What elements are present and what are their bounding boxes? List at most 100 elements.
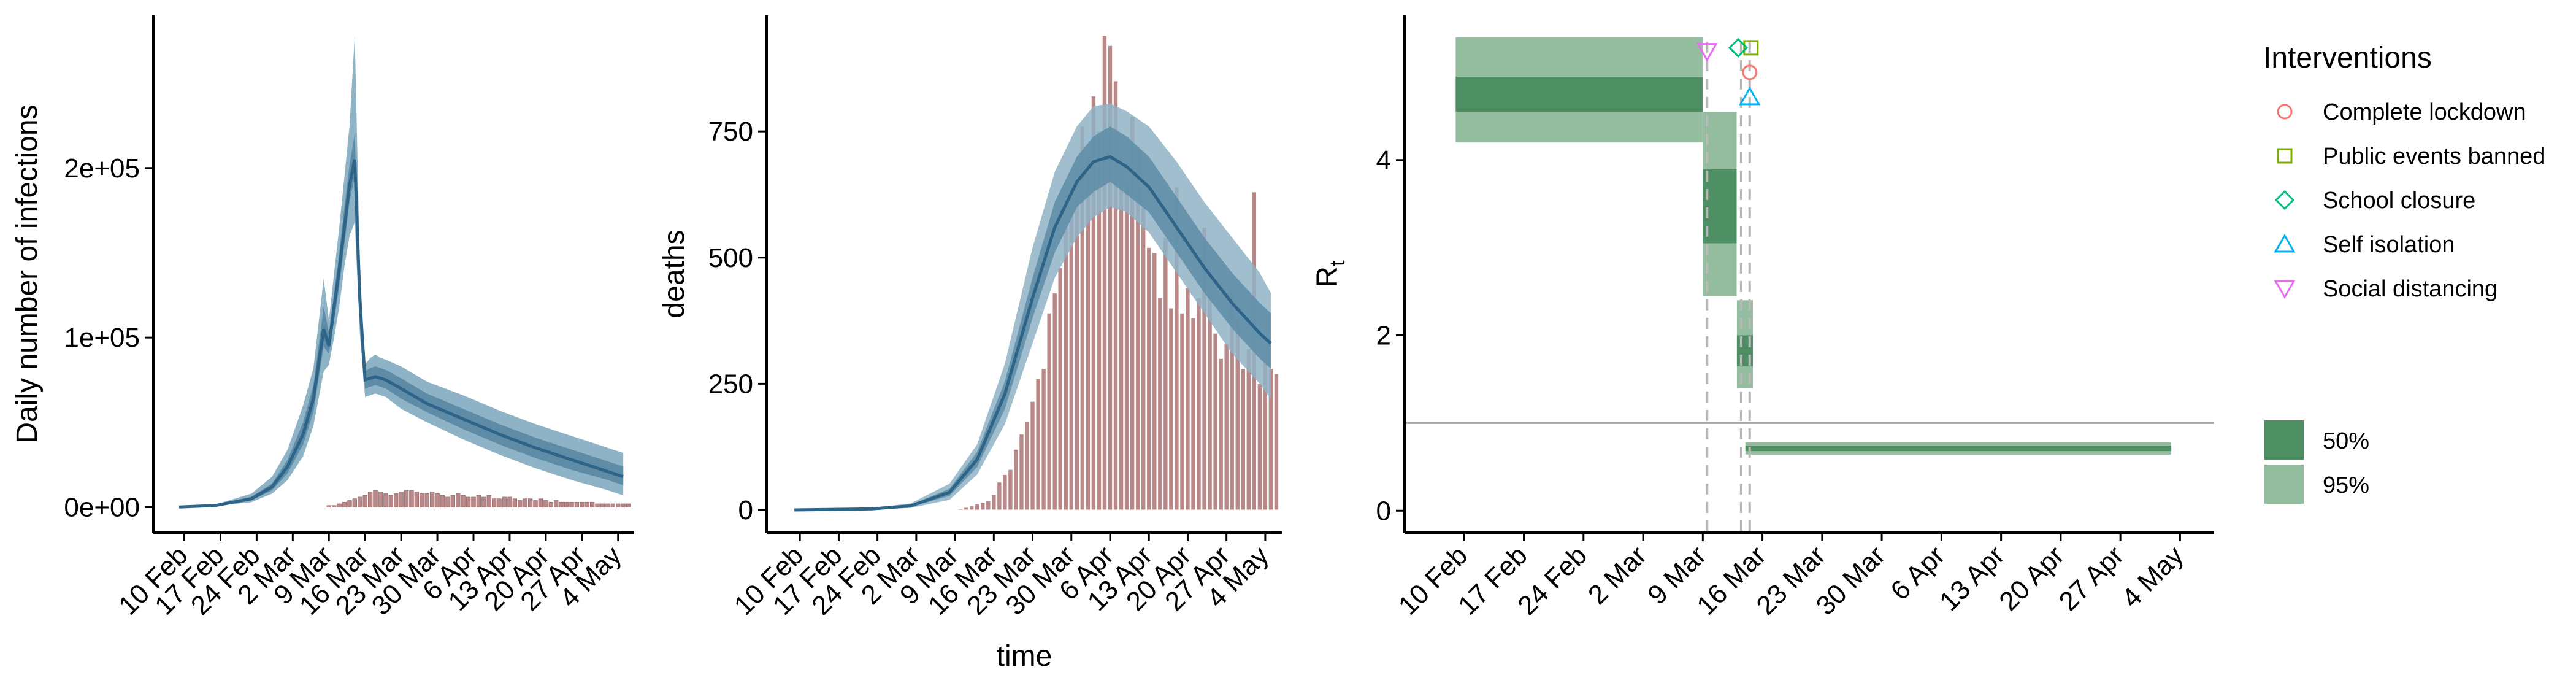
death-bar	[580, 501, 585, 507]
death-bar	[1152, 252, 1157, 511]
death-bar	[616, 503, 621, 507]
death-bar	[445, 496, 450, 507]
death-bar	[1140, 207, 1146, 511]
death-bar	[450, 495, 455, 507]
y-tick-label: 2	[1376, 321, 1391, 351]
death-bar	[1052, 292, 1057, 511]
death-bar	[1224, 343, 1229, 511]
death-bar	[980, 502, 986, 511]
death-bar	[1207, 292, 1213, 511]
death-bar	[399, 492, 404, 507]
death-bar	[963, 507, 969, 511]
infections-95-band	[179, 36, 624, 507]
legend-label: Social distancing	[2323, 276, 2497, 302]
death-bar	[533, 500, 538, 507]
death-bar	[1102, 35, 1108, 511]
death-bar	[569, 501, 574, 507]
death-bar	[1185, 287, 1190, 511]
x-tick-label: 4 May	[2116, 540, 2189, 613]
complete-lockdown-marker	[2277, 104, 2293, 120]
death-bar	[342, 501, 347, 507]
death-bar	[1002, 474, 1008, 511]
legend-title: Interventions	[2263, 42, 2432, 74]
death-bar	[471, 496, 476, 507]
death-bar	[1107, 45, 1113, 511]
death-bar	[502, 496, 507, 507]
death-bar	[991, 494, 997, 511]
death-bar	[394, 493, 399, 507]
death-bar	[383, 493, 388, 507]
death-bar	[997, 482, 1002, 511]
y-tick-label: 0e+00	[64, 493, 140, 523]
death-bar	[1168, 307, 1174, 511]
death-bar	[548, 501, 553, 507]
x-tick-label: 2 Mar	[1582, 540, 1652, 610]
legend-label: Public events banned	[2323, 144, 2545, 169]
death-bar	[574, 501, 580, 507]
legend-ci-swatch	[2264, 465, 2304, 504]
self-isolation-marker	[1739, 86, 1761, 106]
death-bar	[414, 492, 420, 507]
rt-50-interval	[1455, 77, 1703, 112]
death-bar	[585, 501, 589, 507]
death-bar	[1157, 298, 1163, 511]
infections-median-line	[178, 159, 624, 509]
social-distancing-marker	[2274, 280, 2296, 299]
death-bar	[975, 503, 980, 511]
death-bar	[420, 493, 424, 507]
complete-lockdown-marker	[1742, 64, 1758, 80]
death-bar	[337, 503, 342, 507]
x-tick-label: 13 Apr	[1934, 540, 2011, 617]
death-bar	[497, 498, 502, 507]
death-bar	[1257, 383, 1263, 511]
death-bar	[1024, 421, 1030, 511]
interventions-legend: Interventions Complete lockdown Public eve…	[2263, 42, 2545, 504]
death-bar	[424, 493, 429, 507]
death-bar	[1218, 358, 1224, 511]
y-tick-label: 1e+05	[64, 323, 140, 353]
death-bar	[1146, 247, 1152, 511]
death-bar	[1030, 401, 1035, 511]
self-isolation-marker	[2274, 233, 2296, 253]
death-bar	[554, 500, 559, 507]
death-bar	[543, 500, 548, 507]
death-bar	[429, 492, 435, 507]
x-tick-label: 30 Mar	[1811, 540, 1891, 620]
public-events-banned-marker	[1743, 40, 1759, 56]
x-tick-label: 24 Feb	[1512, 540, 1593, 621]
x-tick-label: 20 Apr	[1993, 540, 2070, 617]
death-bar	[1196, 298, 1202, 511]
y-axis-title: Daily number of infections	[11, 104, 44, 443]
death-bar	[435, 493, 440, 507]
death-bar	[1213, 333, 1218, 511]
death-bar	[456, 493, 461, 507]
death-bar	[440, 495, 445, 507]
y-tick-label: 2e+05	[64, 153, 140, 183]
death-bar	[404, 490, 409, 507]
y-tick-label: 4	[1376, 145, 1391, 176]
death-bar	[621, 503, 626, 507]
death-bar	[1035, 378, 1041, 511]
death-bar	[1057, 267, 1063, 511]
death-bar	[1240, 368, 1246, 511]
y-axis-title: deaths	[658, 230, 691, 318]
death-bar	[347, 500, 352, 507]
death-bar	[1190, 317, 1196, 511]
x-axis-title: time	[997, 640, 1052, 673]
death-bar	[378, 492, 383, 507]
y-tick-label: 500	[708, 243, 753, 273]
death-bar	[373, 490, 378, 507]
legend-label: School closure	[2323, 188, 2475, 214]
y-tick-label: 250	[708, 369, 753, 399]
death-bar	[358, 496, 362, 507]
death-bar	[600, 503, 605, 507]
death-bar	[626, 503, 631, 507]
legend-label: Complete lockdown	[2323, 99, 2526, 125]
death-bar	[326, 505, 331, 507]
y-tick-label: 0	[738, 495, 753, 525]
death-bar	[1013, 449, 1019, 511]
legend-ci-label: 95%	[2323, 473, 2369, 498]
